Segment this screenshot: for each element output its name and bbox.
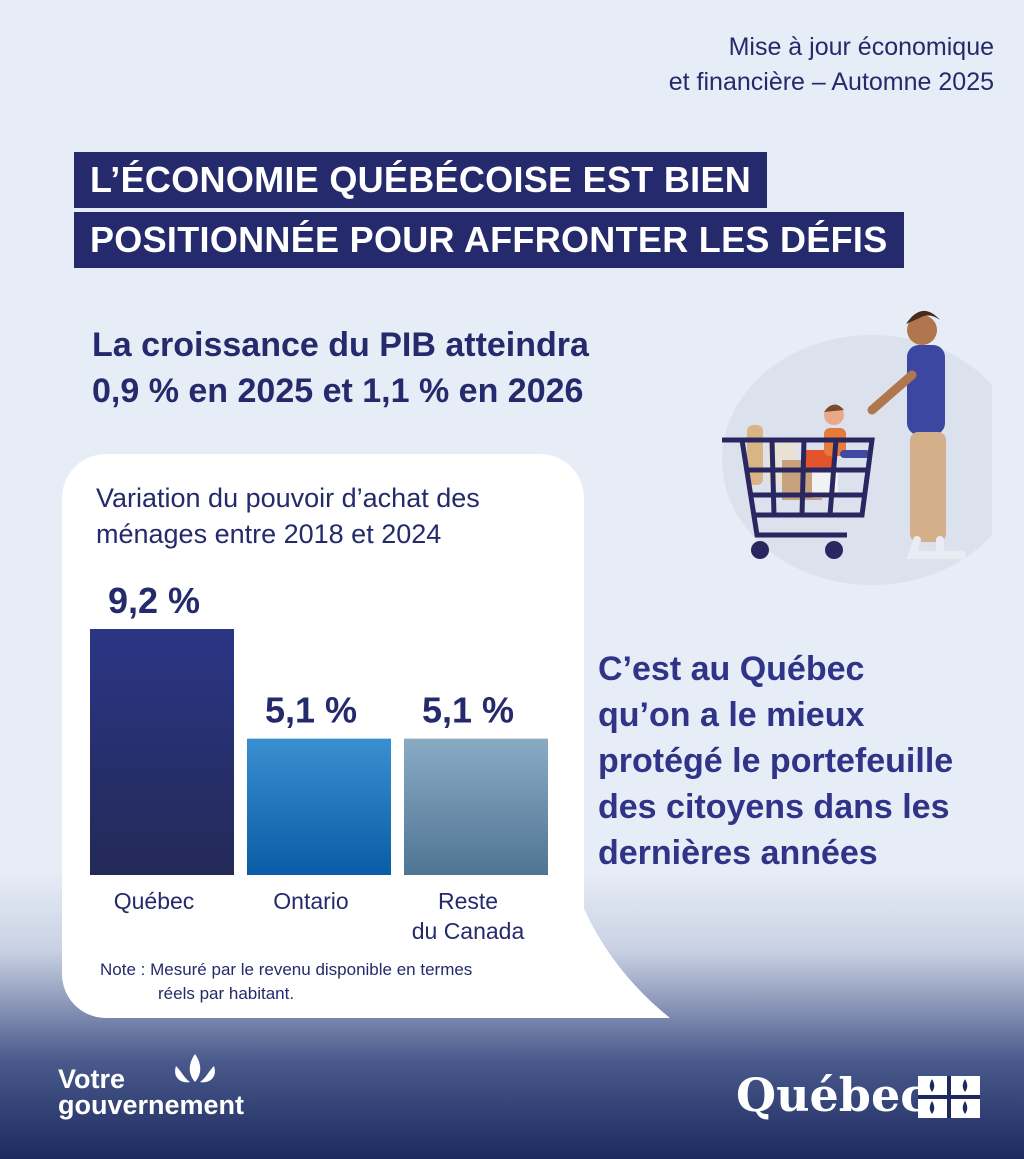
statement-line-5: dernières années bbox=[598, 834, 878, 872]
category-label-0: Québec bbox=[114, 888, 195, 914]
category-label-2-1: du Canada bbox=[412, 918, 525, 944]
note-line-2: réels par habitant. bbox=[158, 984, 295, 1003]
note-line-1: Note : Mesuré par le revenu disponible e… bbox=[100, 960, 473, 979]
statement-line-1: C’est au Québec bbox=[598, 650, 865, 688]
logo-left-line-2: gouvernement bbox=[58, 1090, 245, 1120]
headline-line-2: POSITIONNÉE POUR AFFRONTER LES DÉFIS bbox=[74, 212, 904, 268]
subtitle-line-1: Mise à jour économique bbox=[728, 33, 994, 61]
chart-title-line-1: Variation du pouvoir d’achat des bbox=[96, 483, 480, 513]
statement-line-4: des citoyens dans les bbox=[598, 788, 950, 826]
chart-note: Note : Mesuré par le revenu disponible e… bbox=[100, 958, 570, 1006]
purchasing-power-bar-chart: 9,2 % Québec 5,1 % Ontario 5,1 % Reste du Cana… bbox=[90, 580, 548, 944]
category-label-1: Ontario bbox=[273, 888, 348, 914]
subtitle-line-2: et financière – Automne 2025 bbox=[668, 68, 994, 96]
lead-line-1: La croissance du PIB atteindra bbox=[92, 326, 589, 364]
speech-bubble-tail bbox=[520, 900, 670, 1018]
statement-line-2: qu’on a le mieux bbox=[598, 696, 865, 734]
fleur-de-lis-icon bbox=[175, 1054, 215, 1083]
protection-statement: C’est au Québec qu’on a le mieux protégé… bbox=[598, 646, 1008, 876]
bar-value-label-1: 5,1 % bbox=[265, 690, 357, 731]
chart-title-line-2: ménages entre 2018 et 2024 bbox=[96, 519, 442, 549]
votre-gouvernement-logo: Votre gouvernement bbox=[58, 1064, 245, 1120]
statement-line-3: protégé le portefeuille bbox=[598, 742, 954, 780]
category-label-2-0: Reste bbox=[438, 888, 498, 914]
chart-title: Variation du pouvoir d’achat des ménages… bbox=[96, 480, 566, 552]
publication-subtitle: Mise à jour économique et financière – A… bbox=[669, 30, 994, 100]
quebec-flag-icon bbox=[918, 1076, 980, 1118]
bar-0 bbox=[90, 629, 234, 875]
logo-left-line-1: Votre bbox=[58, 1064, 126, 1094]
lead-line-2: 0,9 % en 2025 et 1,1 % en 2026 bbox=[92, 372, 584, 410]
gdp-growth-lead: La croissance du PIB atteindra 0,9 % en … bbox=[92, 322, 589, 414]
bar-2 bbox=[404, 738, 548, 875]
bar-value-label-2: 5,1 % bbox=[422, 690, 514, 731]
bar-value-label-0: 9,2 % bbox=[108, 580, 200, 621]
headline-line-1: L’ÉCONOMIE QUÉBÉCOISE EST BIEN bbox=[74, 152, 768, 208]
quebec-wordmark: Québec bbox=[736, 1068, 929, 1122]
bar-1 bbox=[247, 738, 391, 875]
shopping-cart-family-illustration bbox=[722, 310, 992, 585]
